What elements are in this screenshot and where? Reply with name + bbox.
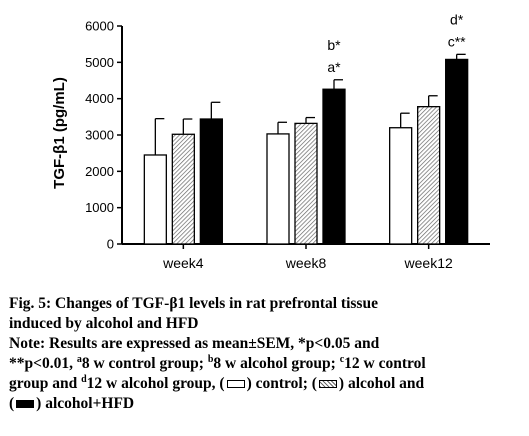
caption-text: ) alcohol and <box>338 375 425 392</box>
y-tick-label: 3000 <box>85 128 114 143</box>
caption-text: group and <box>9 375 82 392</box>
y-tick-label: 1000 <box>85 200 114 215</box>
x-tick-label-week4: week4 <box>162 255 204 271</box>
significance-label: d* <box>450 11 464 27</box>
caption-note-line-2: **p<0.01, a8 w control group; b8 w alcoh… <box>9 354 524 374</box>
significance-label: c** <box>448 33 466 49</box>
bar-week12-series-1 <box>389 127 413 245</box>
legend-swatch-alcohol <box>318 380 337 389</box>
bar-week4-series-2 <box>171 133 195 245</box>
bar-week4-series-3 <box>199 118 223 245</box>
legend-swatch-alcohol-hfd <box>16 400 35 409</box>
y-tick-label: 6000 <box>85 19 114 34</box>
caption-text: 12 w control <box>344 355 426 372</box>
bar-week4-series-1 <box>143 154 167 245</box>
chart-marks: 0 1000 2000 3000 4000 5000 6000 week4 week8 week1… <box>85 11 490 271</box>
caption-text: 8 w alcohol group; <box>213 355 340 372</box>
y-axis-label: TGF-β1 (pg/mL) <box>51 77 68 189</box>
x-tick-label-week8: week8 <box>285 255 327 271</box>
figure-caption: Fig. 5: Changes of TGF-β1 levels in rat … <box>9 294 524 414</box>
caption-text: 8 w control group; <box>81 355 208 372</box>
caption-text: ) control; ( <box>246 375 317 392</box>
legend-swatch-control <box>226 380 245 389</box>
caption-note-line-3: group and d12 w alcohol group, ( ) contro… <box>9 374 524 394</box>
superscript-a: a <box>76 353 82 365</box>
bar-week8-series-2 <box>294 122 318 245</box>
y-tick-label: 5000 <box>85 55 114 70</box>
superscript-b: b <box>207 353 214 365</box>
caption-text: **p<0.01, <box>9 355 77 372</box>
y-tick-label: 4000 <box>85 91 114 106</box>
caption-text: ( <box>9 395 15 412</box>
bar-week12-series-2 <box>417 106 441 245</box>
y-tick-label: 0 <box>107 237 114 252</box>
bar-chart: 0 1000 2000 3000 4000 5000 6000 week4 week8 week1… <box>51 11 490 271</box>
bar-week8-series-1 <box>266 133 290 245</box>
superscript-d: d <box>81 373 87 385</box>
y-tick-label: 2000 <box>85 164 114 179</box>
caption-text: ) alcohol+HFD <box>36 395 135 412</box>
x-tick-label-week12: week12 <box>404 255 453 271</box>
caption-title-line-1: Fig. 5: Changes of TGF-β1 levels in rat … <box>9 295 378 312</box>
significance-label: b* <box>327 37 341 53</box>
caption-note-line-4: ( ) alcohol+HFD <box>9 394 524 414</box>
significance-label: a* <box>327 59 341 75</box>
bar-week8-series-3 <box>322 88 346 245</box>
caption-title-line-2: induced by alcohol and HFD <box>9 315 199 332</box>
bar-week12-series-3 <box>445 58 469 245</box>
superscript-c: c <box>339 353 345 365</box>
caption-note-line-1: Note: Results are expressed as mean±SEM,… <box>9 335 380 352</box>
caption-text: 12 w alcohol group, ( <box>86 375 225 392</box>
